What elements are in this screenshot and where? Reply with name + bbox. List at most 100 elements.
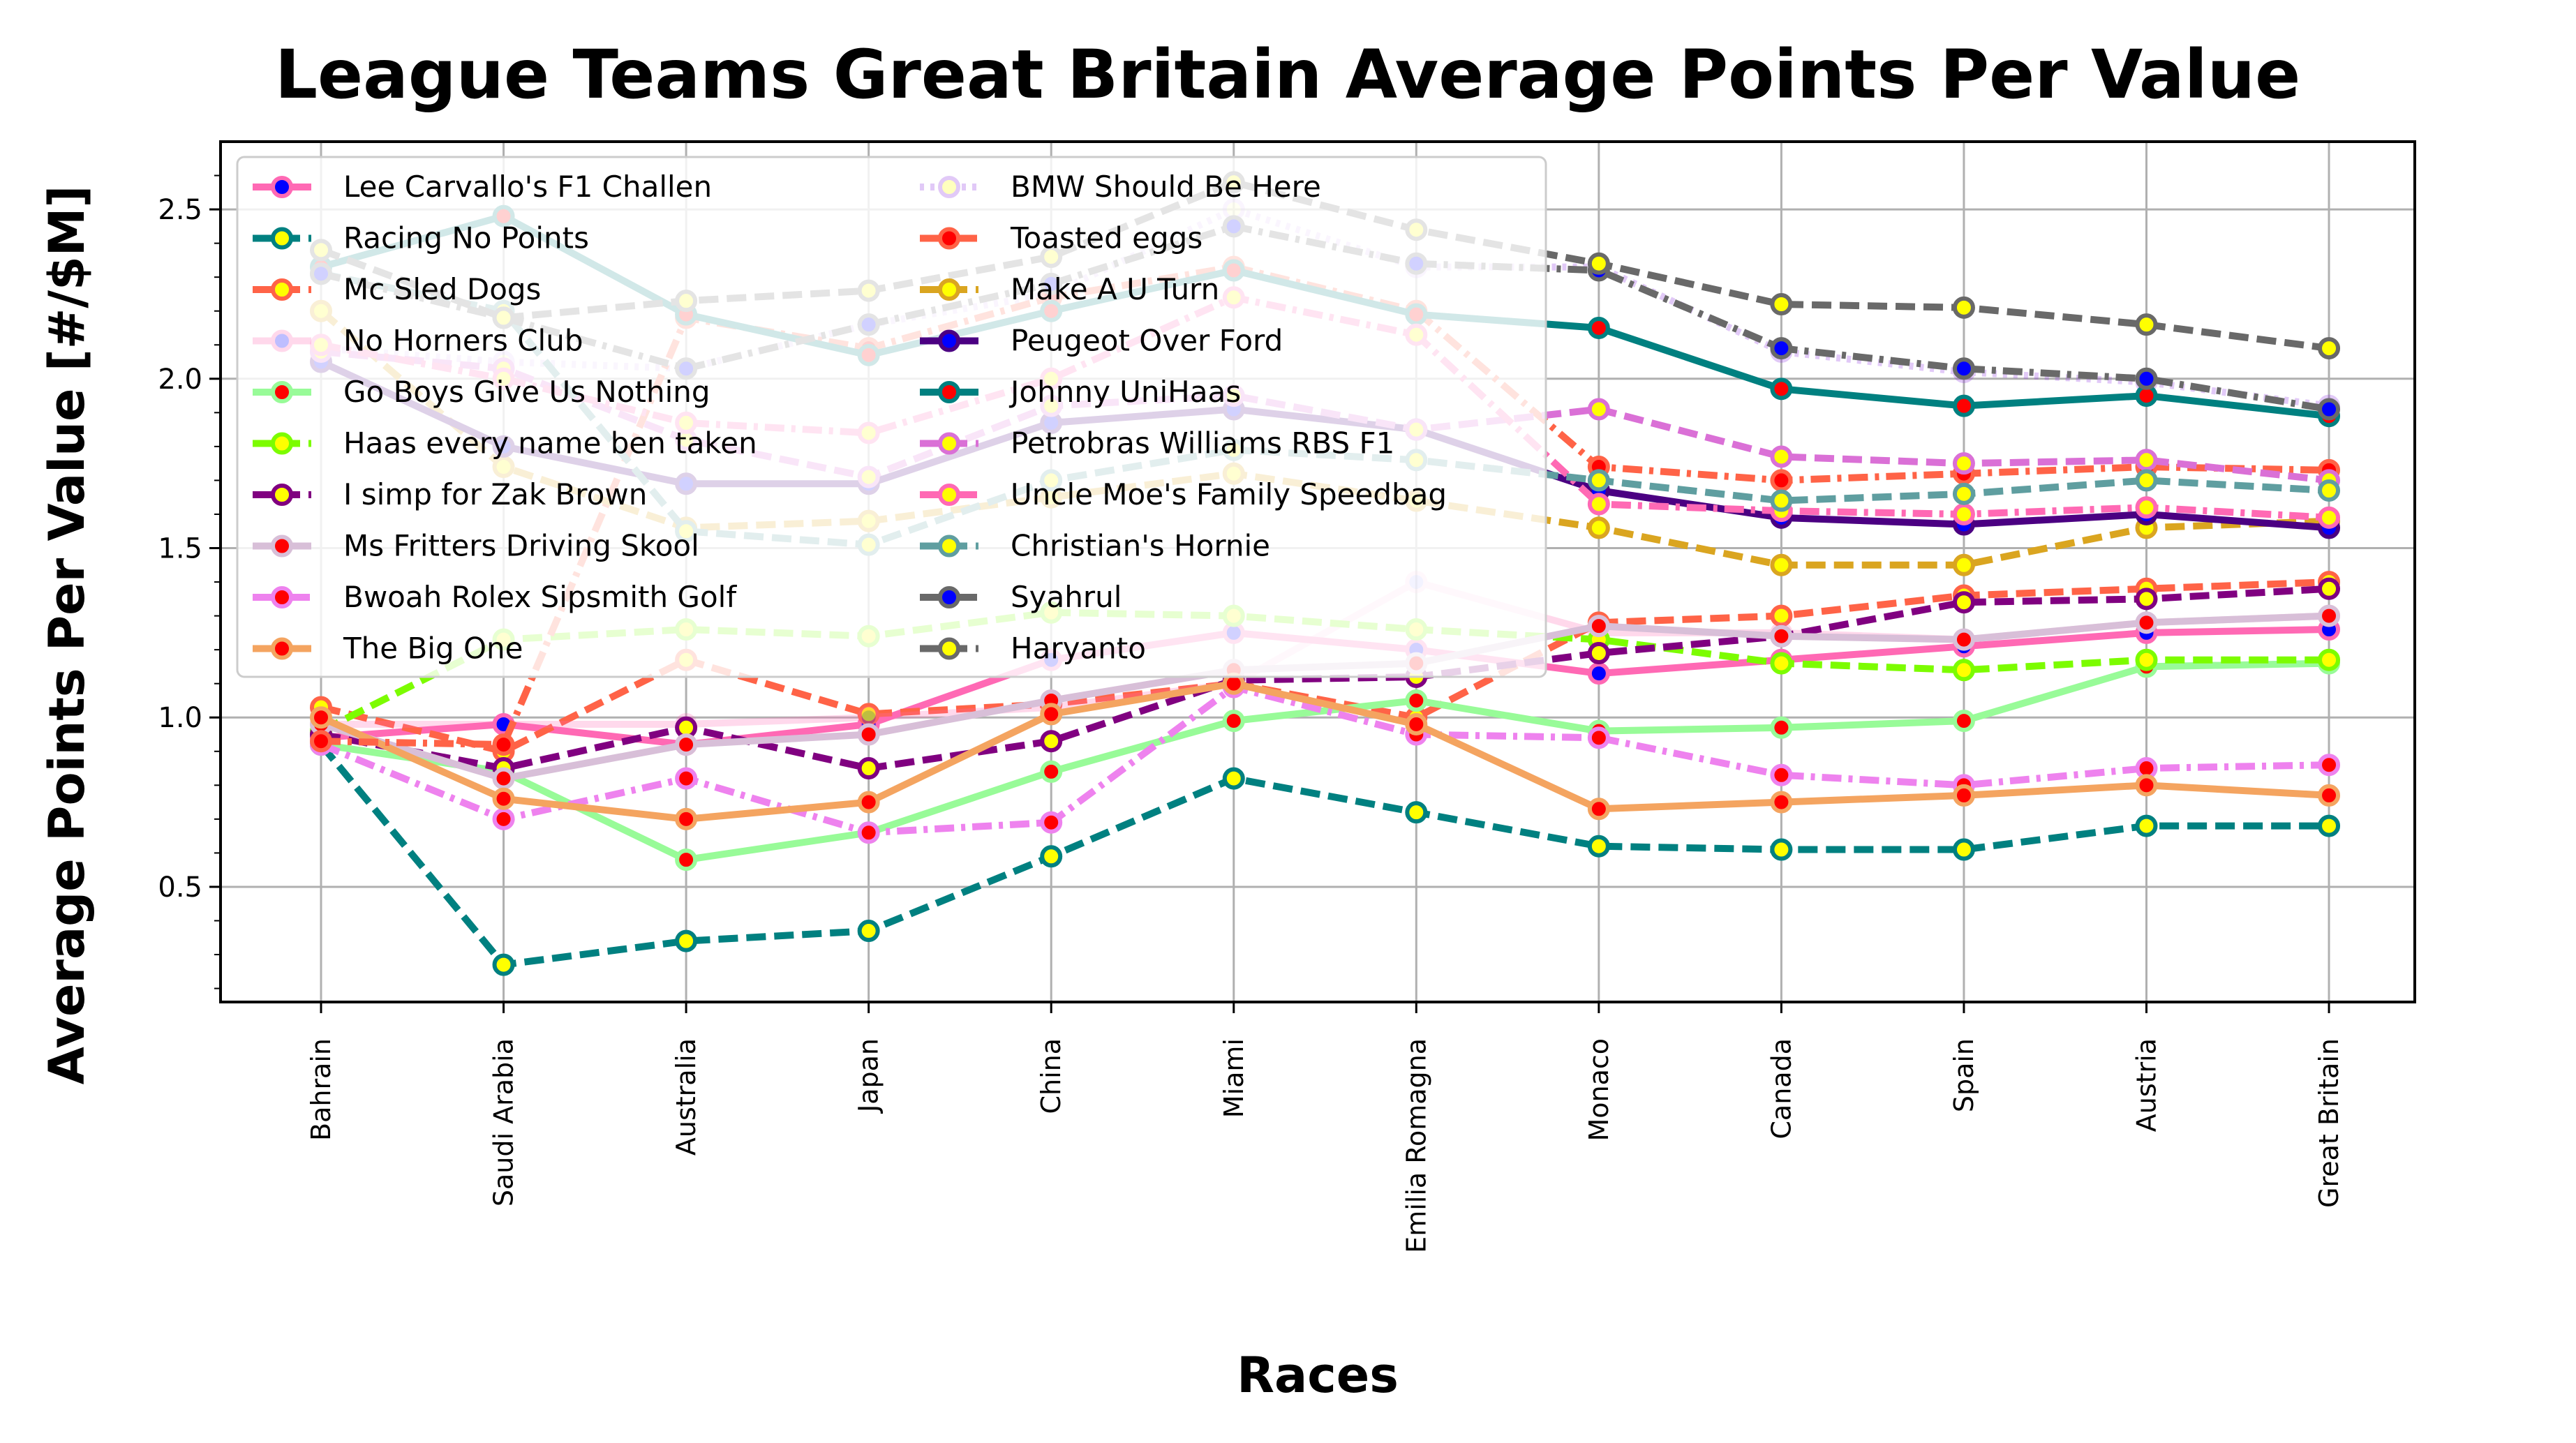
legend-swatch-marker: [271, 381, 293, 403]
data-point: [2135, 648, 2158, 671]
legend-item: [920, 381, 978, 403]
legend-item: [253, 586, 311, 608]
data-point: [1770, 763, 1793, 786]
y-tick-label: 1.0: [158, 702, 202, 734]
y-tick-label: 2.5: [158, 194, 202, 226]
data-point: [1770, 553, 1793, 576]
legend-swatch-marker: [271, 329, 293, 352]
data-point: [1770, 791, 1793, 814]
legend-label: Syahrul: [1011, 580, 1122, 614]
data-point: [1952, 838, 1975, 861]
legend-label: Toasted eggs: [1010, 221, 1203, 255]
y-axis-label: Average Points Per Value [#/$M]: [38, 186, 96, 1085]
data-point: [1770, 604, 1793, 627]
legend-item: [920, 432, 978, 455]
data-point: [857, 821, 880, 844]
data-point: [1040, 845, 1063, 868]
chart-title: League Teams Great Britain Average Point…: [275, 36, 2300, 114]
legend-swatch-marker: [271, 227, 293, 250]
data-point: [2318, 577, 2341, 600]
data-point: [1952, 452, 1975, 475]
y-axis-ticks: 0.5 1.0 1.5 2.0 2.5: [158, 174, 221, 989]
data-point: [2318, 648, 2341, 671]
data-point: [1952, 628, 1975, 651]
x-tick-label: Canada: [1766, 1038, 1796, 1139]
legend-item: [920, 534, 978, 558]
data-point: [857, 723, 880, 746]
series-line: [318, 742, 2330, 969]
legend-label: Petrobras Williams RBS F1: [1011, 426, 1394, 461]
data-point: [1770, 716, 1793, 739]
legend-item: [253, 176, 311, 198]
legend-label: Ms Fritters Driving Skool: [343, 529, 699, 563]
series-line: [320, 683, 2330, 837]
data-point: [492, 807, 515, 830]
legend-swatch-marker: [938, 586, 960, 608]
legend-item: [253, 278, 311, 301]
data-point: [675, 848, 698, 872]
data-point: [2135, 449, 2158, 472]
x-tick-label: Saudi Arabia: [489, 1038, 519, 1206]
data-point: [2318, 479, 2341, 502]
legend-label: Go Boys Give Us Nothing: [343, 375, 710, 409]
data-point: [1952, 553, 1975, 576]
data-point: [2318, 814, 2341, 837]
legend-swatch-marker: [938, 637, 960, 660]
data-point: [1587, 615, 1610, 638]
series-line: [320, 585, 2330, 772]
data-point: [1222, 767, 1245, 790]
legend-item: [920, 586, 978, 608]
data-point: [2135, 814, 2158, 837]
series-the-big-one: [310, 672, 2341, 830]
legend-swatch-marker: [938, 176, 960, 198]
legend-label: Racing No Points: [343, 221, 589, 255]
data-point: [1770, 652, 1793, 675]
legend-label: Lee Carvallo's F1 Challen: [343, 170, 712, 204]
legend-label: Haryanto: [1011, 631, 1146, 666]
data-point: [1952, 710, 1975, 733]
data-point: [2318, 398, 2341, 421]
data-point: [1770, 838, 1793, 861]
plot-frame: [219, 140, 2416, 1003]
data-point: [1952, 502, 1975, 525]
data-point: [2135, 496, 2158, 519]
x-tick-label: Austria: [2131, 1038, 2162, 1132]
y-tick-label: 2.0: [158, 364, 202, 396]
data-point: [857, 920, 880, 943]
legend-swatch-marker: [271, 484, 293, 506]
legend-swatch-marker: [938, 227, 960, 250]
legend-item: [253, 227, 311, 250]
legend-item: [253, 534, 311, 558]
data-point: [310, 730, 332, 753]
data-point: [2135, 469, 2158, 492]
data-point: [2318, 784, 2341, 807]
data-point: [1587, 726, 1610, 749]
x-tick-label: Bahrain: [306, 1038, 336, 1141]
data-point: [2135, 774, 2158, 797]
data-point: [1952, 296, 1975, 319]
legend-label: Peugeot Over Ford: [1011, 324, 1283, 358]
data-point: [1770, 337, 1793, 360]
series-line: [319, 680, 2330, 823]
x-tick-label: Australia: [671, 1038, 701, 1156]
data-point: [1587, 662, 1610, 685]
data-point: [1770, 489, 1793, 512]
data-point: [675, 929, 698, 952]
x-tick-label: Spain: [1949, 1038, 1979, 1112]
data-point: [1770, 469, 1793, 492]
data-point: [492, 787, 515, 810]
legend-label: No Horners Club: [343, 324, 583, 358]
data-point: [2135, 588, 2158, 611]
data-point: [675, 733, 698, 756]
data-point: [1587, 252, 1610, 275]
legend-swatch-marker: [938, 278, 960, 301]
legend-label: The Big One: [343, 631, 523, 666]
x-axis-ticks: Bahrain Saudi Arabia Australia Japan China Mi…: [306, 1002, 2344, 1253]
y-tick-label: 1.5: [158, 533, 202, 565]
legend-item: [920, 278, 978, 301]
data-point: [857, 757, 880, 780]
legend-label: Bwoah Rolex Sipsmith Golf: [343, 580, 737, 614]
data-point: [2135, 313, 2158, 336]
data-point: [1770, 445, 1793, 468]
